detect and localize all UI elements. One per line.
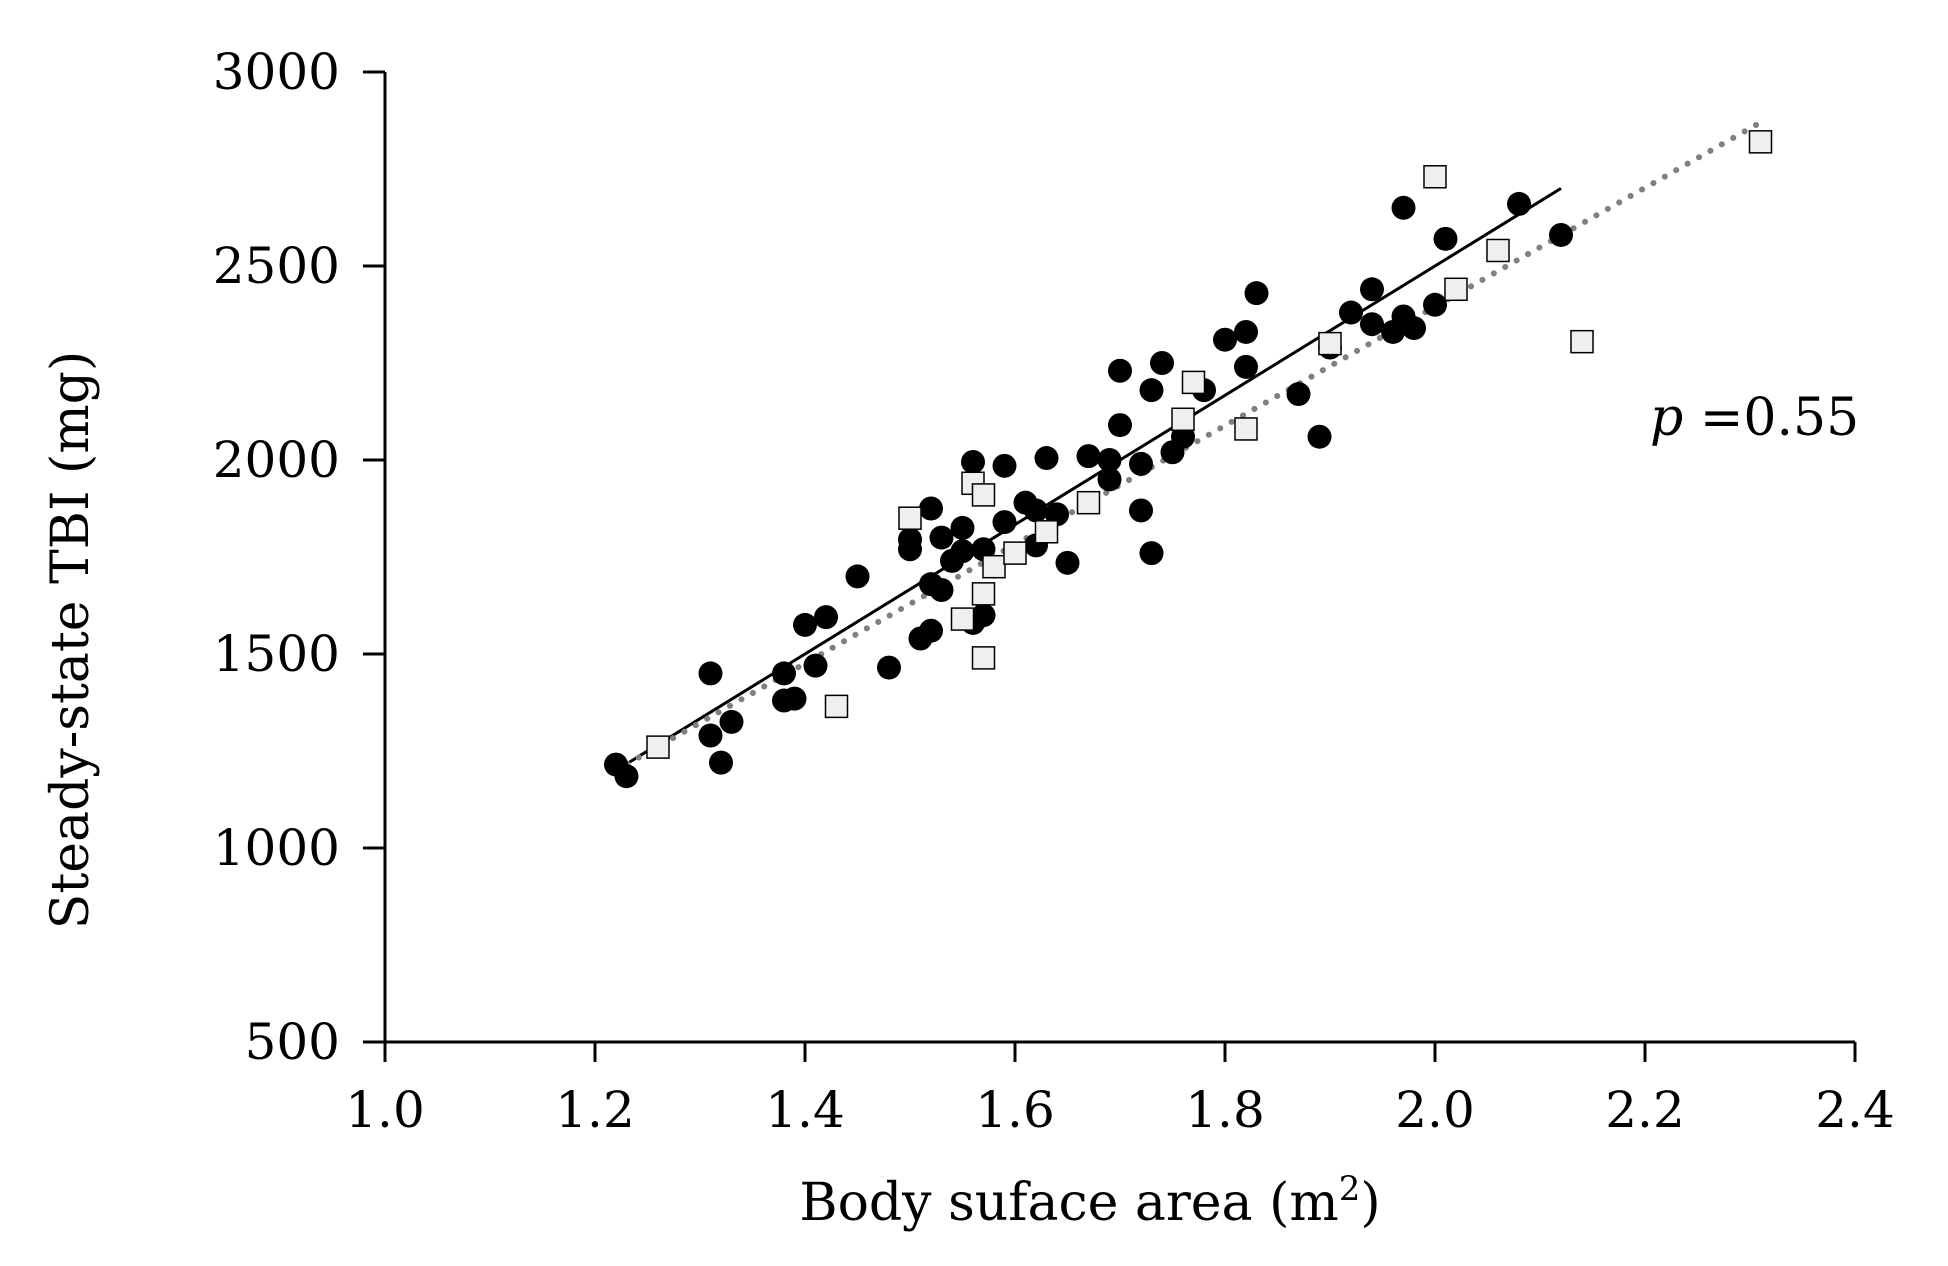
circle-point xyxy=(1108,413,1132,438)
circle-point xyxy=(698,723,723,748)
p-value-annotation: p =0.55 xyxy=(1650,388,1859,448)
circle-point xyxy=(898,537,922,562)
y-tick-label: 2500 xyxy=(213,237,340,295)
y-tick-label: 1500 xyxy=(213,625,340,683)
circle-point xyxy=(1213,327,1237,352)
circle-point xyxy=(1076,444,1101,469)
circle-point xyxy=(782,686,807,711)
circle-point xyxy=(950,539,975,564)
square-point xyxy=(1318,331,1342,356)
square-point xyxy=(1003,541,1027,565)
circle-point xyxy=(1108,358,1132,383)
circle-point xyxy=(1139,541,1164,566)
circle-point xyxy=(845,564,870,589)
trendline-solid xyxy=(615,187,1562,772)
x-axis-title-superscript: 2 xyxy=(1339,1169,1361,1209)
circle-point xyxy=(814,605,838,630)
circle-point xyxy=(1286,382,1311,407)
circle-point xyxy=(793,612,817,637)
circle-point xyxy=(1433,226,1458,251)
x-tick-label: 1.2 xyxy=(555,1081,635,1139)
circle-point xyxy=(1339,300,1363,325)
circle-point xyxy=(1024,498,1048,523)
circle-point xyxy=(1423,292,1447,317)
x-tick-label: 2.2 xyxy=(1605,1081,1685,1139)
circle-point xyxy=(698,661,723,686)
circle-point xyxy=(919,496,943,521)
y-tick-label: 500 xyxy=(245,1013,340,1071)
x-tick-label: 1.4 xyxy=(765,1081,845,1139)
circle-point xyxy=(1402,316,1426,341)
axis-ticks xyxy=(363,70,1857,1062)
square-point xyxy=(1486,238,1510,263)
square-point xyxy=(971,483,996,507)
circle-point xyxy=(971,603,996,628)
x-tick-label: 1.0 xyxy=(345,1081,425,1139)
square-point xyxy=(971,582,996,606)
square-point xyxy=(1570,329,1594,354)
square-point xyxy=(1171,407,1195,432)
circle-point xyxy=(719,709,744,734)
x-tick-label: 1.8 xyxy=(1185,1081,1265,1139)
x-tick-label: 2.0 xyxy=(1395,1081,1475,1139)
circle-point xyxy=(1507,191,1531,216)
square-point xyxy=(1034,520,1059,544)
square-point xyxy=(898,506,922,530)
circle-point xyxy=(1034,446,1059,471)
circle-point xyxy=(1549,222,1573,247)
circle-point xyxy=(614,764,639,789)
circle-point xyxy=(1129,451,1153,476)
circle-point xyxy=(803,653,828,678)
circle-point xyxy=(1097,467,1122,492)
circle-point xyxy=(1360,277,1384,302)
square-point xyxy=(1748,130,1773,154)
square-point xyxy=(982,554,1006,579)
circle-point xyxy=(961,449,985,474)
square-point xyxy=(646,735,670,759)
data-points xyxy=(604,130,1773,789)
square-point xyxy=(950,607,975,631)
square-point xyxy=(1423,165,1447,189)
square-point xyxy=(1076,490,1101,515)
circle-point xyxy=(709,750,733,775)
circle-point xyxy=(992,453,1017,478)
circle-point xyxy=(1150,351,1174,375)
circle-point xyxy=(1391,195,1416,220)
circle-point xyxy=(772,661,796,686)
circle-point xyxy=(929,577,954,602)
circle-point xyxy=(877,655,901,680)
circle-point xyxy=(1244,281,1269,306)
circle-point xyxy=(992,510,1017,535)
y-axis-title: Steady-state TBI (mg) xyxy=(41,351,101,929)
square-point xyxy=(824,694,849,719)
circle-point xyxy=(1129,498,1153,523)
x-tick-label: 1.6 xyxy=(975,1081,1055,1139)
circle-point xyxy=(919,618,943,643)
square-point xyxy=(1181,370,1206,395)
x-axis-title: Body suface area (m2) xyxy=(799,1169,1380,1233)
y-tick-label: 2000 xyxy=(213,431,340,489)
circle-point xyxy=(1097,448,1122,472)
circle-point xyxy=(1360,312,1384,337)
circle-point xyxy=(1055,550,1080,575)
circle-point xyxy=(1139,378,1164,403)
square-point xyxy=(971,646,996,670)
circle-point xyxy=(929,525,954,550)
circle-point xyxy=(950,515,975,540)
square-point xyxy=(1444,277,1468,302)
square-point xyxy=(1234,417,1258,441)
y-tick-label: 1000 xyxy=(213,819,340,877)
x-tick-label: 2.4 xyxy=(1815,1081,1895,1139)
circle-point xyxy=(1234,354,1258,379)
circle-point xyxy=(1234,319,1258,344)
y-tick-label: 3000 xyxy=(213,43,340,101)
circle-point xyxy=(1307,424,1332,449)
tick-labels: 500 1000 1500 2000 2500 3000 1.0 1.2 1.4 1.6 1.8 2.… xyxy=(213,43,1895,1139)
